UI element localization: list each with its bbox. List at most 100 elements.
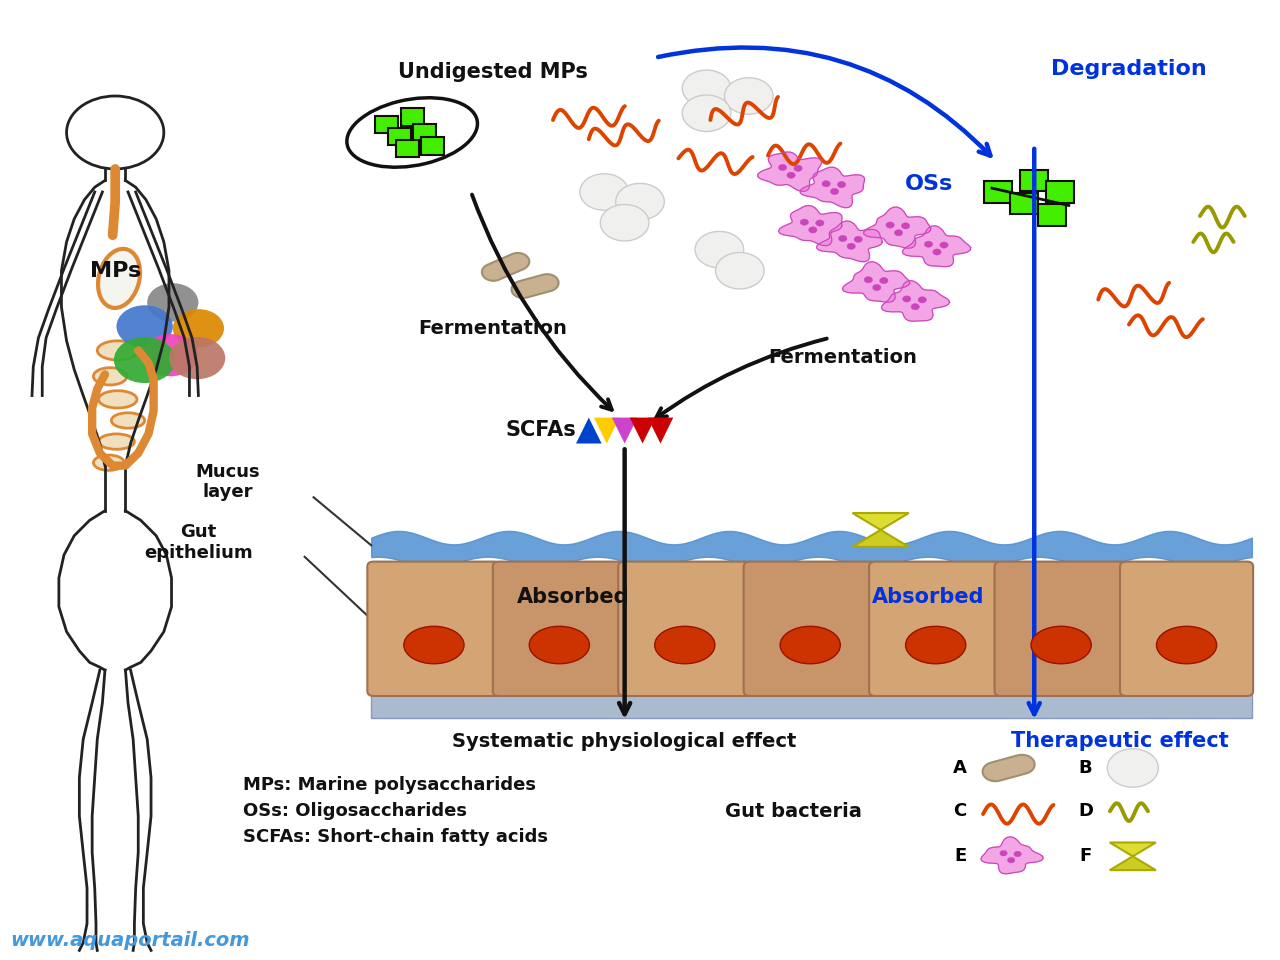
Text: A: A: [954, 759, 966, 777]
Bar: [1020, 170, 1048, 191]
Ellipse shape: [99, 249, 140, 308]
Text: B: B: [1079, 759, 1092, 777]
Circle shape: [1000, 851, 1007, 856]
Circle shape: [940, 242, 948, 249]
Ellipse shape: [1156, 626, 1217, 663]
Ellipse shape: [99, 434, 134, 449]
Polygon shape: [852, 513, 909, 530]
Ellipse shape: [1030, 626, 1092, 663]
Circle shape: [794, 165, 803, 172]
Circle shape: [142, 334, 198, 376]
Circle shape: [600, 204, 649, 241]
Polygon shape: [864, 207, 931, 249]
Bar: [371, 691, 1252, 718]
Bar: [984, 181, 1012, 203]
Polygon shape: [758, 152, 822, 191]
Ellipse shape: [905, 626, 966, 663]
Text: OSs: Oligosaccharides: OSs: Oligosaccharides: [243, 803, 467, 820]
Polygon shape: [630, 418, 655, 444]
Text: Fermentation: Fermentation: [419, 319, 567, 338]
Ellipse shape: [111, 413, 145, 428]
Circle shape: [838, 235, 847, 242]
Polygon shape: [983, 755, 1034, 781]
Polygon shape: [612, 418, 637, 444]
FancyBboxPatch shape: [493, 562, 626, 696]
Text: F: F: [1079, 848, 1092, 865]
Text: Gut bacteria: Gut bacteria: [726, 802, 861, 821]
Circle shape: [918, 297, 927, 303]
Circle shape: [815, 220, 824, 227]
Circle shape: [778, 164, 787, 171]
Circle shape: [116, 305, 173, 348]
Ellipse shape: [403, 626, 465, 663]
Circle shape: [147, 283, 198, 322]
Text: Therapeutic effect: Therapeutic effect: [1011, 732, 1229, 751]
Circle shape: [114, 337, 175, 383]
Circle shape: [831, 188, 838, 195]
Text: OSs: OSs: [905, 175, 954, 194]
Text: Fermentation: Fermentation: [768, 348, 916, 367]
Circle shape: [902, 296, 911, 302]
Circle shape: [933, 249, 941, 255]
Ellipse shape: [93, 368, 127, 385]
Polygon shape: [882, 280, 950, 322]
Polygon shape: [902, 226, 970, 267]
Bar: [1010, 193, 1038, 214]
Polygon shape: [842, 262, 910, 302]
Bar: [401, 108, 424, 126]
Circle shape: [837, 181, 846, 188]
Polygon shape: [594, 418, 620, 444]
Ellipse shape: [93, 455, 124, 470]
FancyBboxPatch shape: [1120, 562, 1253, 696]
Text: SCFAs: Short-chain fatty acids: SCFAs: Short-chain fatty acids: [243, 828, 548, 846]
Text: MPs: Marine polysaccharides: MPs: Marine polysaccharides: [243, 777, 536, 794]
Circle shape: [822, 180, 831, 187]
Circle shape: [682, 95, 731, 132]
Polygon shape: [980, 837, 1043, 874]
Circle shape: [787, 172, 795, 179]
Circle shape: [901, 223, 910, 229]
Circle shape: [854, 236, 863, 243]
Circle shape: [809, 227, 817, 233]
Text: Degradation: Degradation: [1051, 60, 1207, 79]
Text: E: E: [954, 848, 966, 865]
Polygon shape: [576, 418, 602, 444]
Ellipse shape: [99, 391, 137, 408]
Ellipse shape: [529, 626, 590, 663]
Polygon shape: [648, 418, 673, 444]
Text: SCFAs: SCFAs: [506, 420, 576, 440]
Bar: [388, 128, 411, 145]
Circle shape: [695, 231, 744, 268]
Ellipse shape: [97, 341, 138, 360]
FancyBboxPatch shape: [995, 562, 1128, 696]
Circle shape: [895, 229, 902, 236]
Circle shape: [173, 309, 224, 348]
Text: Absorbed: Absorbed: [517, 588, 630, 607]
Circle shape: [682, 70, 731, 107]
Circle shape: [724, 78, 773, 114]
Polygon shape: [800, 167, 864, 207]
Circle shape: [1107, 749, 1158, 787]
Polygon shape: [1110, 843, 1156, 856]
Bar: [413, 124, 436, 141]
Bar: [421, 137, 444, 155]
Bar: [1038, 204, 1066, 226]
Text: Mucus
layer: Mucus layer: [196, 463, 260, 501]
Text: MPs: MPs: [90, 261, 141, 280]
Polygon shape: [512, 275, 558, 298]
Polygon shape: [817, 221, 882, 262]
Bar: [375, 116, 398, 133]
Circle shape: [1007, 857, 1015, 863]
Circle shape: [864, 276, 873, 283]
Text: Undigested MPs: Undigested MPs: [398, 62, 588, 82]
Bar: [1046, 181, 1074, 203]
Polygon shape: [778, 205, 842, 246]
Text: Absorbed: Absorbed: [872, 588, 984, 607]
Circle shape: [911, 303, 919, 310]
Ellipse shape: [780, 626, 841, 663]
Text: www.aquaportail.com: www.aquaportail.com: [10, 931, 250, 950]
Text: C: C: [954, 803, 966, 820]
Circle shape: [873, 284, 881, 291]
FancyBboxPatch shape: [869, 562, 1002, 696]
Circle shape: [886, 222, 895, 228]
